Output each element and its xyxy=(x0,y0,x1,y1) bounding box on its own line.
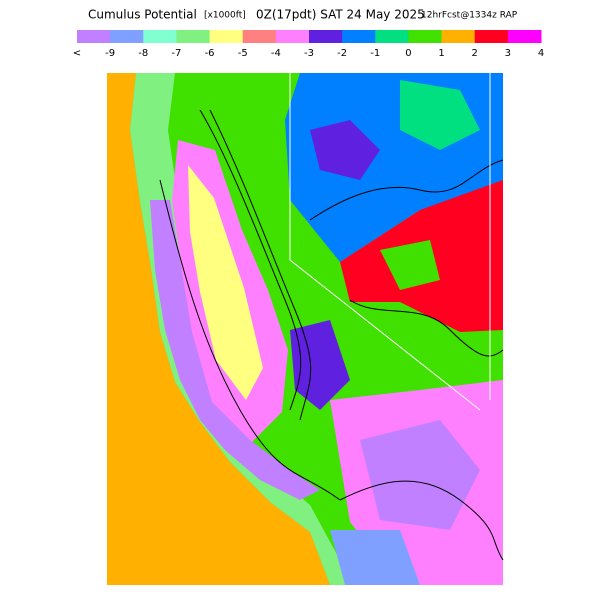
legend-label: 3 xyxy=(505,48,511,59)
state-border xyxy=(289,73,481,411)
legend-swatch xyxy=(507,30,542,43)
legend-swatch xyxy=(275,30,310,43)
legend-swatch xyxy=(110,30,144,43)
south-blue xyxy=(330,530,420,585)
legend-swatch xyxy=(309,30,343,43)
contour xyxy=(349,299,504,357)
contour xyxy=(199,109,302,411)
legend-label: -5 xyxy=(238,48,248,59)
legend-label: -9 xyxy=(105,48,115,59)
valley-yellow xyxy=(188,165,263,400)
legend: < -9 -8 -7 -6 -5 -4 -3 -2 -1 0 1 2 3 4 xyxy=(73,30,544,59)
legend-label: 4 xyxy=(538,48,544,59)
legend-label: -6 xyxy=(205,48,215,59)
legend-label: 0 xyxy=(405,48,411,59)
legend-swatch xyxy=(342,30,376,43)
teal-area xyxy=(400,80,480,150)
legend-swatch xyxy=(408,30,443,43)
coastal-violet xyxy=(150,200,320,500)
contour xyxy=(209,109,312,421)
legend-swatch xyxy=(441,30,476,43)
legend-label: -2 xyxy=(337,48,347,59)
legend-swatch xyxy=(474,30,509,43)
legend-swatch xyxy=(176,30,211,43)
map xyxy=(107,73,504,585)
legend-label: 1 xyxy=(438,48,444,59)
legend-label: 2 xyxy=(472,48,478,59)
legend-swatch xyxy=(209,30,244,43)
title: Cumulus Potential xyxy=(88,8,197,22)
legend-swatch xyxy=(143,30,177,43)
units: [x1000ft] xyxy=(204,11,246,21)
valid-time: 0Z(17pdt) SAT 24 May 2025 xyxy=(256,8,425,22)
legend-label: -7 xyxy=(171,48,181,59)
contour xyxy=(309,159,504,221)
forecast: 12hrFcst@1334z RAP xyxy=(421,11,518,21)
sierra-purple xyxy=(290,320,350,410)
contour xyxy=(159,179,341,501)
legend-label: -1 xyxy=(370,48,380,59)
legend-label: -3 xyxy=(304,48,314,59)
south-violet xyxy=(360,420,480,530)
legend-label: -4 xyxy=(271,48,281,59)
legend-swatch xyxy=(242,30,277,43)
green-patch xyxy=(380,240,440,290)
legend-label: < xyxy=(73,48,81,59)
legend-label: -8 xyxy=(138,48,148,59)
purple-area xyxy=(310,120,380,180)
contour xyxy=(339,480,504,561)
legend-swatch xyxy=(375,30,409,43)
legend-swatch xyxy=(77,30,111,43)
